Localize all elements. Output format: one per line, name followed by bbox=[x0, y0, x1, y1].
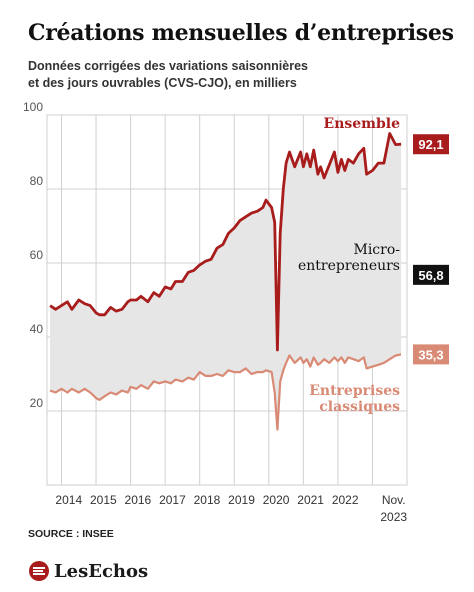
chart-subtitle: Données corrigées des variations saisonn… bbox=[28, 58, 448, 92]
label-micro-line-1: Micro- bbox=[353, 242, 400, 258]
x-tick-label: 2018 bbox=[194, 493, 221, 507]
x-tick-label: 2022 bbox=[332, 493, 359, 507]
micro-entrepreneurs-area bbox=[50, 133, 402, 430]
x-tick-label: 2014 bbox=[55, 493, 82, 507]
subtitle-line-2: et des jours ouvrables (CVS-CJO), en mil… bbox=[28, 76, 297, 90]
x-tick-label: 2020 bbox=[263, 493, 290, 507]
les-echos-logo: LesEchos bbox=[28, 560, 148, 582]
label-ensemble: Ensemble bbox=[324, 116, 401, 132]
chart-title: Créations mensuelles d’entreprises bbox=[28, 20, 454, 46]
label-classiques-line-1: Entreprises bbox=[309, 383, 400, 399]
x-tick-label-2023: 2023 bbox=[380, 510, 407, 524]
x-tick-label: 2015 bbox=[90, 493, 117, 507]
x-tick-label-nov: Nov. bbox=[382, 493, 406, 507]
label-classiques-line-2: classiques bbox=[319, 399, 400, 415]
end-label-micro: 56,8 bbox=[413, 264, 449, 285]
label-micro-line-2: entrepreneurs bbox=[298, 258, 400, 274]
axes: 20 40 60 80 100 2014 2015 2016 2017 2018 2019 2020 2… bbox=[23, 100, 407, 524]
end-label-ensemble-value: 92,1 bbox=[418, 137, 443, 152]
y-tick-label: 20 bbox=[30, 396, 44, 410]
y-tick-label: 40 bbox=[30, 322, 44, 336]
series-line-ensemble bbox=[49, 132, 402, 352]
end-label-micro-box bbox=[413, 264, 449, 285]
source-note: SOURCE : INSEE bbox=[28, 528, 114, 540]
end-label-classiques-box bbox=[413, 344, 449, 365]
series-lines bbox=[49, 132, 402, 431]
annotations: 92,1 56,8 35,3 Ensemble Micro-entrepreneurs E… bbox=[298, 116, 449, 415]
les-echos-emblem-icon bbox=[29, 561, 49, 581]
x-tick-label: 2019 bbox=[228, 493, 255, 507]
chart: 20 40 60 80 100 2014 2015 2016 2017 2018 2019 2020 2… bbox=[23, 100, 449, 524]
end-label-classiques: 35,3 bbox=[413, 344, 449, 365]
series-line-entreprises-classiques bbox=[49, 353, 402, 431]
end-label-ensemble: 92,1 bbox=[413, 134, 449, 155]
end-label-micro-value: 56,8 bbox=[418, 268, 443, 283]
end-label-ensemble-box bbox=[413, 134, 449, 155]
y-tick-label: 80 bbox=[30, 174, 44, 188]
x-tick-label: 2016 bbox=[125, 493, 152, 507]
x-tick-label: 2017 bbox=[159, 493, 186, 507]
end-label-classiques-value: 35,3 bbox=[418, 347, 443, 362]
x-tick-label: 2021 bbox=[297, 493, 324, 507]
les-echos-wordmark: LesEchos bbox=[54, 560, 149, 582]
y-tick-label: 60 bbox=[30, 248, 44, 262]
subtitle-line-1: Données corrigées des variations saisonn… bbox=[28, 59, 308, 73]
y-tick-label: 100 bbox=[23, 100, 43, 114]
